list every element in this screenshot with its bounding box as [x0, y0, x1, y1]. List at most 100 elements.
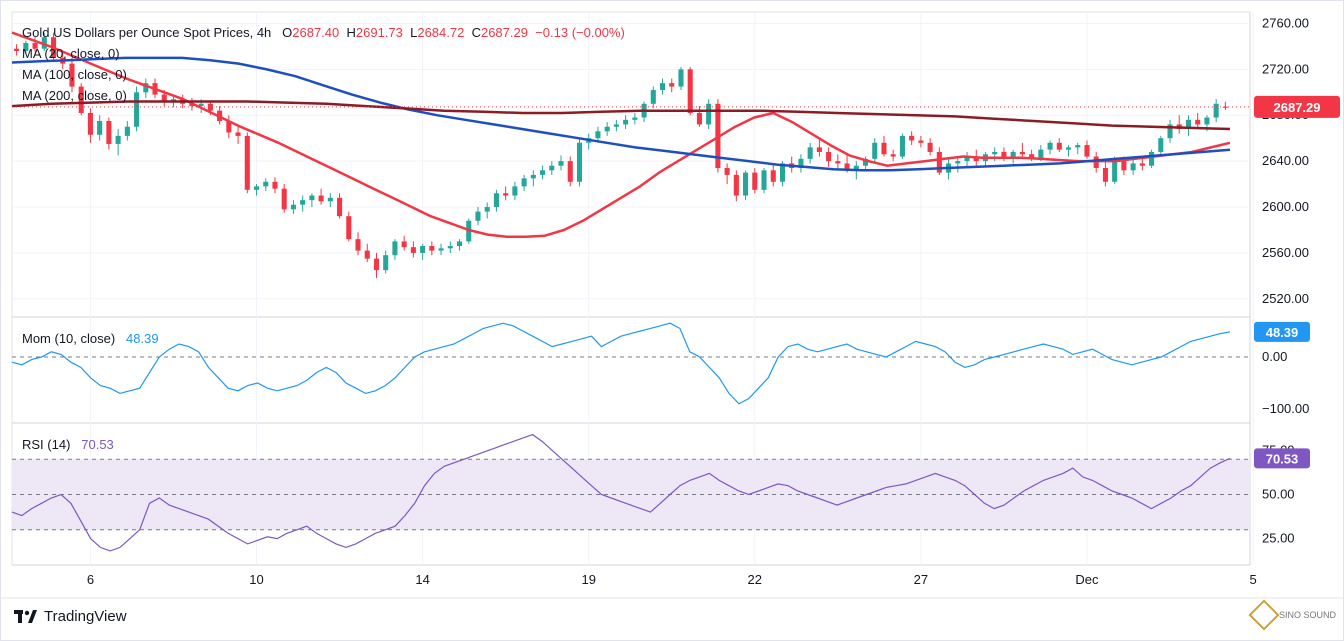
candle[interactable]	[134, 86, 140, 132]
candle[interactable]	[1047, 140, 1053, 155]
candle[interactable]	[143, 78, 149, 99]
candle[interactable]	[724, 163, 730, 185]
candle[interactable]	[1195, 112, 1201, 130]
candle[interactable]	[69, 57, 75, 93]
candle[interactable]	[678, 67, 684, 91]
legend-ma100[interactable]: MA (100, close, 0)	[22, 67, 127, 82]
legend-ma200[interactable]: MA (200, close, 0)	[22, 88, 127, 103]
candle[interactable]	[23, 40, 29, 54]
rsi-pane[interactable]	[11, 433, 1250, 552]
candle[interactable]	[429, 241, 435, 256]
candle[interactable]	[604, 122, 610, 136]
candle[interactable]	[540, 165, 546, 180]
candle[interactable]	[927, 138, 933, 156]
rsi-legend[interactable]: RSI (14) 70.53	[22, 437, 114, 452]
candle[interactable]	[87, 108, 93, 143]
candle[interactable]	[650, 86, 656, 109]
candle[interactable]	[816, 138, 822, 157]
candle[interactable]	[253, 184, 260, 196]
candle[interactable]	[1149, 149, 1155, 169]
candle[interactable]	[567, 156, 573, 187]
candle[interactable]	[955, 156, 961, 173]
candle[interactable]	[752, 168, 758, 194]
candle[interactable]	[862, 156, 869, 171]
candle[interactable]	[1176, 115, 1182, 134]
candle[interactable]	[41, 32, 47, 52]
candle[interactable]	[124, 120, 130, 141]
candle[interactable]	[1056, 138, 1062, 152]
candle[interactable]	[872, 138, 878, 164]
candle[interactable]	[410, 241, 416, 258]
candle[interactable]	[798, 154, 804, 173]
candle[interactable]	[706, 99, 712, 130]
candle[interactable]	[484, 202, 490, 219]
momentum-pane[interactable]	[11, 322, 1231, 405]
candle[interactable]	[1019, 142, 1025, 157]
candle[interactable]	[530, 170, 536, 187]
candle[interactable]	[549, 161, 555, 175]
candle[interactable]	[420, 243, 426, 260]
candle[interactable]	[659, 78, 666, 95]
legend-ma20[interactable]: MA (20, close, 0)	[22, 46, 120, 61]
candle[interactable]	[1130, 158, 1136, 175]
candle[interactable]	[521, 174, 527, 191]
candle[interactable]	[632, 112, 638, 125]
candle[interactable]	[890, 149, 896, 162]
candle[interactable]	[733, 170, 739, 202]
candle[interactable]	[1001, 147, 1007, 162]
ma100-line[interactable]	[11, 56, 1231, 172]
candle[interactable]	[586, 133, 592, 150]
candle[interactable]	[115, 129, 121, 156]
candle[interactable]	[964, 151, 970, 169]
candle[interactable]	[355, 232, 361, 256]
candle[interactable]	[373, 252, 380, 279]
candle[interactable]	[1158, 135, 1164, 157]
candle[interactable]	[743, 170, 749, 201]
candle[interactable]	[826, 147, 832, 167]
candle[interactable]	[401, 235, 407, 251]
candle[interactable]	[696, 106, 702, 127]
candle[interactable]	[97, 115, 103, 141]
candle[interactable]	[337, 193, 343, 219]
candle[interactable]	[992, 147, 998, 162]
candle[interactable]	[1167, 119, 1173, 143]
candle[interactable]	[226, 115, 232, 139]
rsi-line[interactable]	[11, 433, 1231, 552]
candle[interactable]	[78, 83, 84, 116]
candle[interactable]	[899, 133, 905, 159]
tradingview-logo[interactable]: TradingView	[14, 608, 127, 625]
candle[interactable]	[383, 250, 389, 274]
candle[interactable]	[272, 177, 278, 194]
candle[interactable]	[346, 211, 352, 242]
candle[interactable]	[1065, 145, 1072, 157]
candle[interactable]	[1185, 115, 1192, 136]
candle[interactable]	[909, 131, 915, 146]
candle[interactable]	[364, 243, 370, 263]
candle[interactable]	[512, 181, 518, 201]
candle[interactable]	[300, 195, 306, 212]
candle[interactable]	[761, 168, 767, 194]
candle[interactable]	[918, 135, 924, 148]
candle[interactable]	[447, 241, 453, 253]
candle[interactable]	[106, 117, 112, 150]
candle[interactable]	[936, 147, 942, 175]
candle[interactable]	[263, 178, 269, 191]
candle[interactable]	[309, 193, 315, 208]
price-pane[interactable]	[11, 31, 1250, 279]
candle[interactable]	[281, 184, 287, 213]
candle[interactable]	[669, 78, 675, 93]
candle[interactable]	[493, 189, 499, 212]
candle[interactable]	[475, 207, 481, 226]
candle[interactable]	[770, 163, 776, 187]
candle[interactable]	[687, 67, 693, 116]
candle[interactable]	[881, 135, 887, 157]
candle[interactable]	[318, 188, 324, 205]
candle[interactable]	[438, 243, 444, 256]
candle[interactable]	[244, 132, 250, 194]
candle[interactable]	[835, 154, 841, 169]
candle[interactable]	[576, 138, 583, 187]
candle[interactable]	[807, 142, 813, 164]
candle[interactable]	[1102, 161, 1108, 187]
candle[interactable]	[235, 126, 241, 144]
candle[interactable]	[392, 239, 398, 260]
